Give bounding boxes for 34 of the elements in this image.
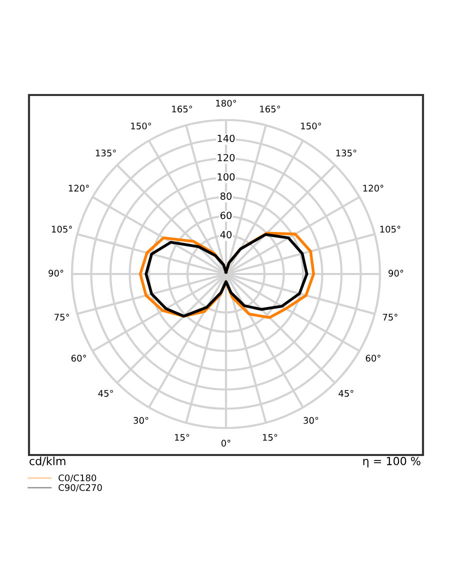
legend-label: C0/C180 [58, 474, 96, 482]
y-tick-label: 120 [218, 154, 235, 162]
y-tick-label: 40 [220, 230, 232, 238]
spoke-label: 45° [338, 390, 354, 397]
spoke-label: 150° [131, 122, 152, 130]
spoke-label: 15° [262, 434, 278, 441]
y-tick-label: 60 [220, 212, 232, 220]
spoke-label: 120° [363, 184, 384, 192]
spoke-label: 45° [98, 390, 113, 397]
spoke-label: 60° [71, 354, 86, 362]
y-tick-label: 100 [218, 173, 235, 181]
spoke-label: 105° [52, 226, 72, 233]
y-tick-label: 140 [218, 134, 235, 142]
spoke-label: 165° [260, 106, 280, 112]
spoke-label: 75° [54, 314, 69, 321]
spoke-label: 60° [366, 354, 380, 362]
spoke-label: 75° [382, 314, 398, 321]
y-tick-label: 80 [220, 192, 232, 200]
spoke-label: 30° [304, 416, 318, 424]
spoke-label: 15° [175, 434, 190, 441]
spoke-label: 105° [380, 226, 400, 233]
spoke-label: 90° [388, 270, 404, 277]
spoke-label: 30° [134, 416, 148, 424]
spoke-label: 135° [336, 150, 356, 156]
legend-label: C90/C270 [58, 484, 102, 492]
spoke-label: 150° [301, 122, 321, 130]
spoke-label: 180° [216, 100, 236, 107]
spoke-label: 90° [48, 270, 64, 277]
text: cd/klm [30, 456, 66, 466]
spoke-label: 120° [68, 184, 89, 192]
spoke-label: 165° [172, 106, 192, 112]
spoke-label: 0° [221, 440, 230, 447]
spoke-label: 135° [96, 150, 116, 156]
text: η = 100 % [363, 456, 420, 468]
